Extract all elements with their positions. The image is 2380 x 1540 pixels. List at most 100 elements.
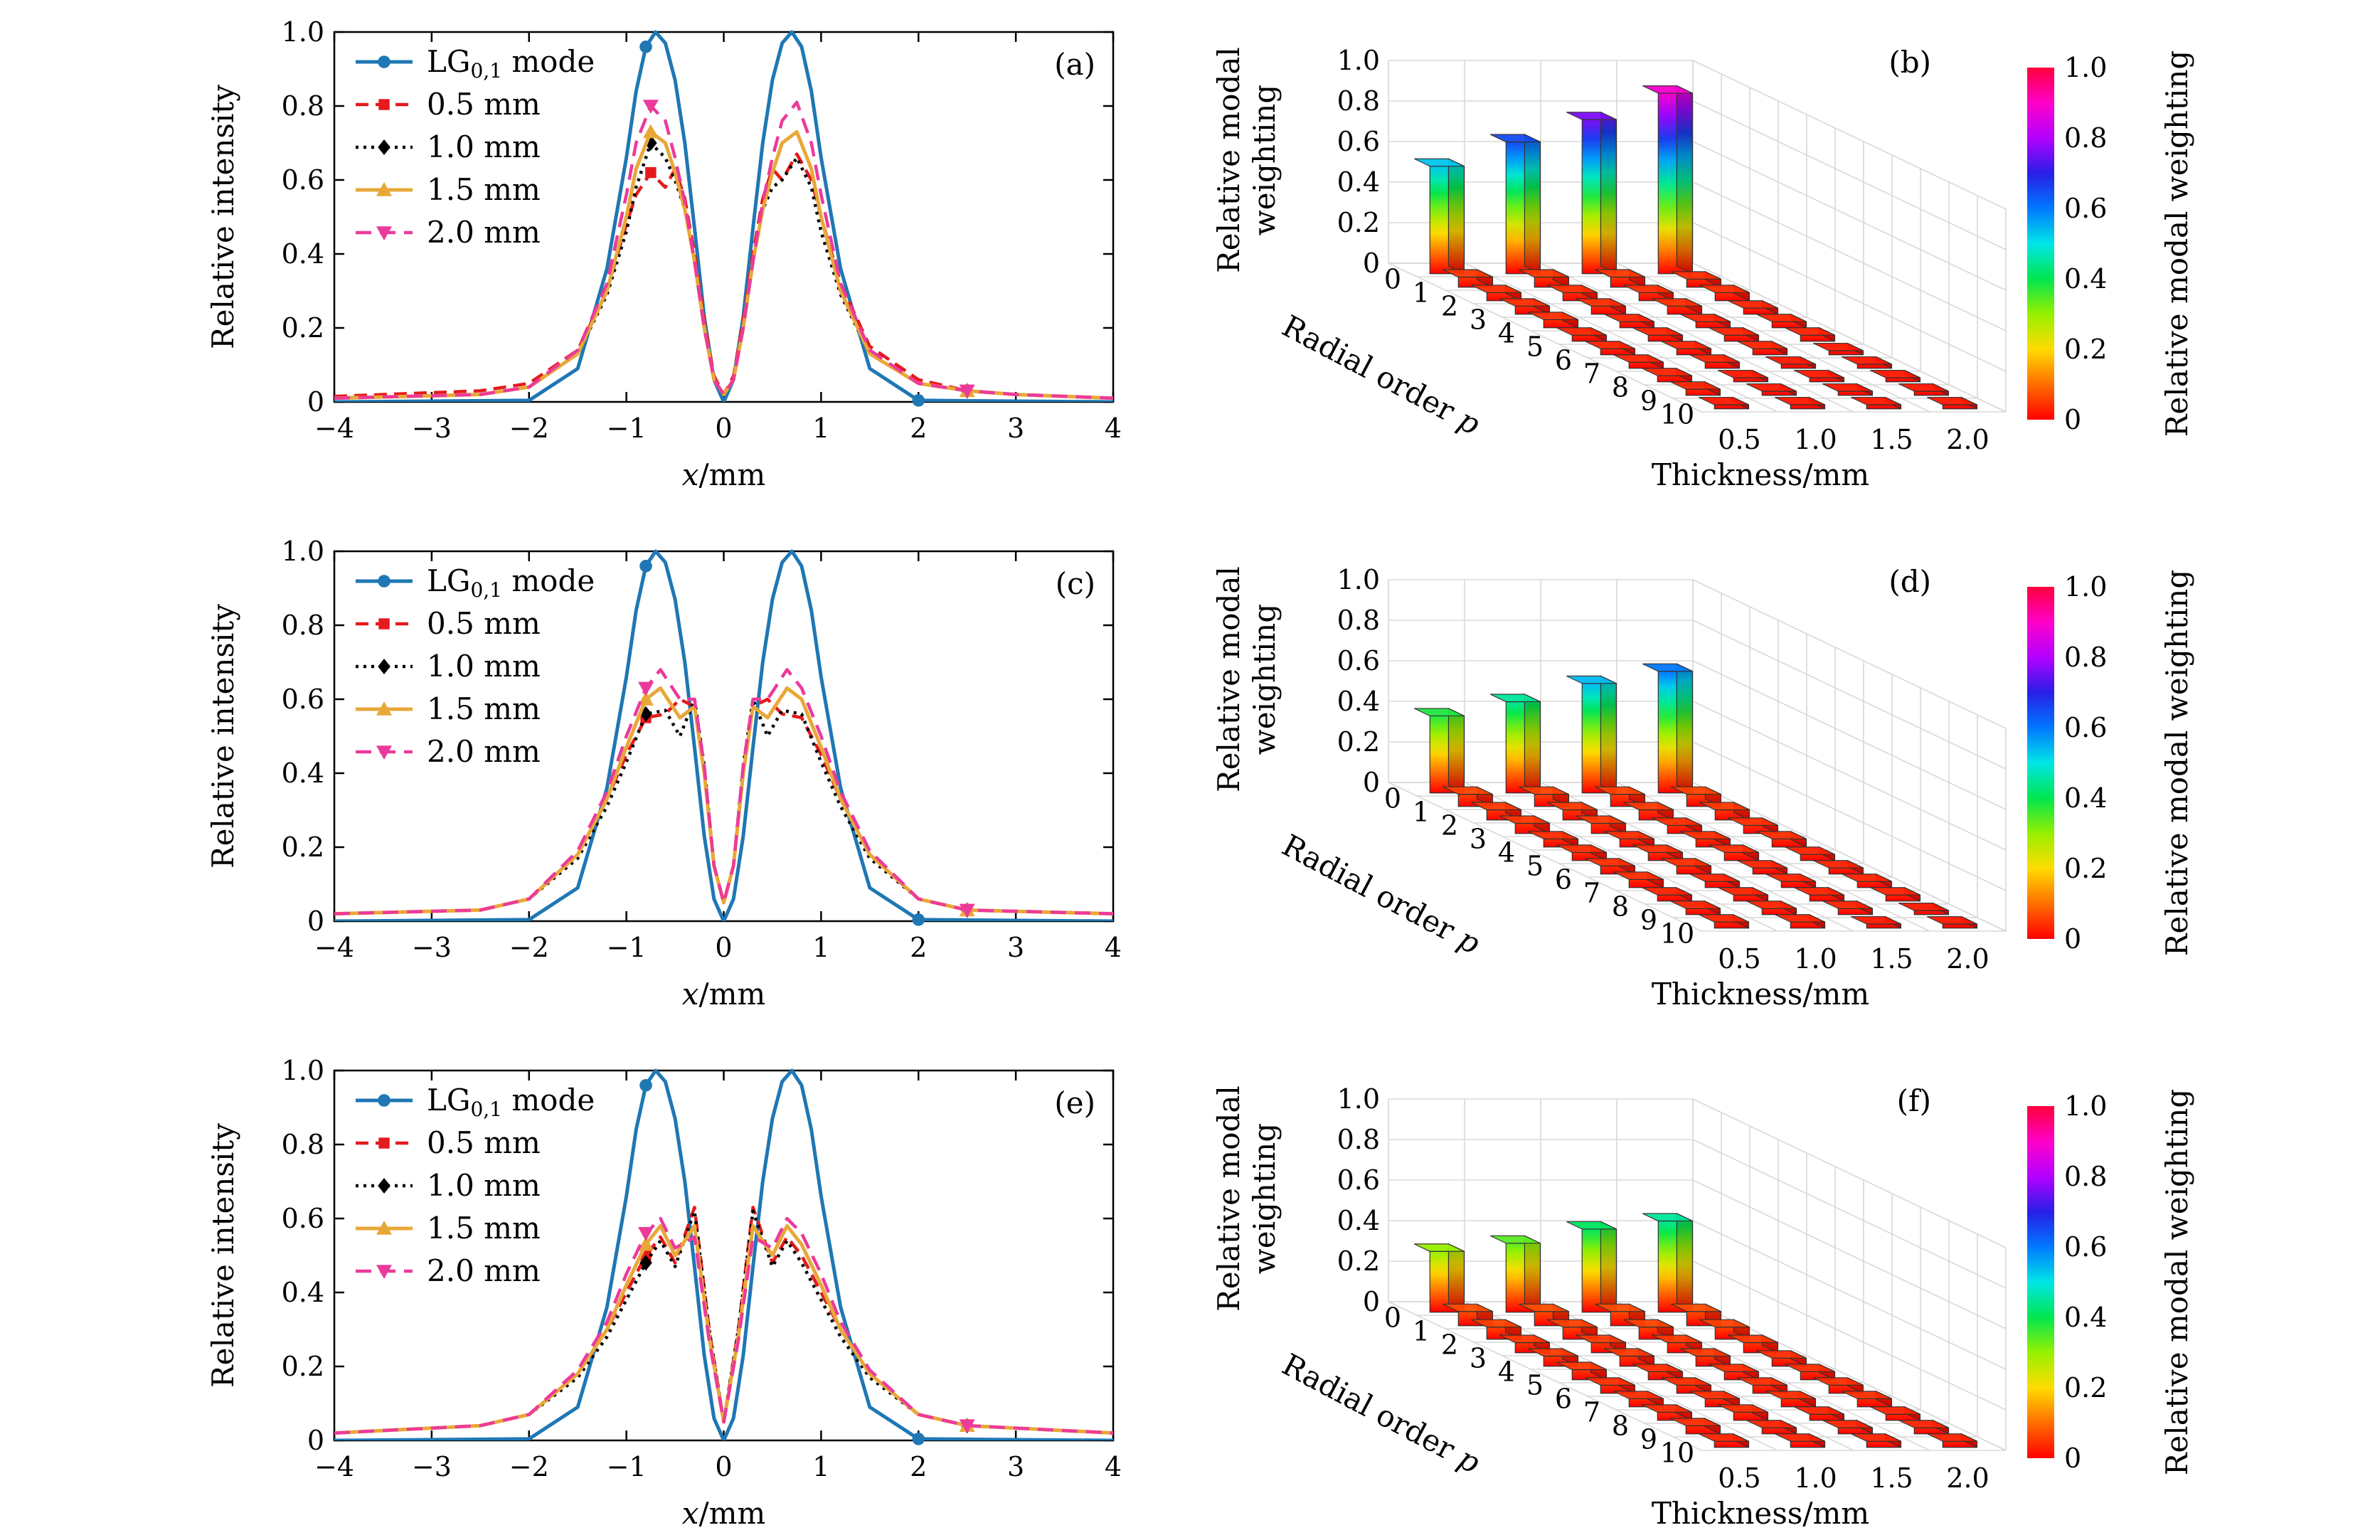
bar [1519,269,1570,288]
grid-line [1464,782,1778,932]
y-tick-label: 0 [307,386,324,418]
series-line [334,30,1113,402]
p-tick-label: 3 [1470,304,1487,336]
grid-line [1540,782,1854,932]
bar [1699,802,1751,821]
legend-label: 2.0 mm [427,1253,541,1288]
x-tick-label: 0 [715,1451,732,1482]
bar-face-side [1447,158,1465,275]
bar-face-top [1652,298,1702,307]
bar-face-top [1670,901,1721,909]
z-axis-label-2: weighting [1247,85,1282,235]
x-axis-label-var: x [682,977,699,1011]
bar-face-top [1756,831,1807,839]
bar-face-top [1671,786,1721,795]
bar [1842,356,1893,369]
bar [1927,915,1978,929]
bar-face-side [1600,111,1617,275]
bar-face-top [1642,368,1692,376]
bar [1813,859,1864,875]
x-tick-label: 0 [715,413,732,444]
series-group [334,697,1113,915]
bar [1927,1433,1978,1448]
legend-label: 0.5 mm [427,606,541,641]
z-tick-label: 0.8 [1337,85,1380,117]
radial-order-label: Radial order p [1277,1347,1486,1480]
bar-face-top [1775,1433,1825,1442]
bar-face-side [1676,663,1694,794]
bar-face-top [1775,396,1825,405]
y-tick-label: 0.4 [282,238,324,270]
bar [1699,913,1750,929]
bar [1765,873,1817,888]
y-tick-label: 0.8 [282,90,324,122]
series-group [334,1216,1113,1435]
bar-face-top [1566,675,1617,684]
series-group [334,549,1113,921]
colorbar [2027,68,2054,420]
series-marker [638,681,654,696]
bar [1765,356,1817,369]
bar-face-top [1689,873,1740,882]
bar [1623,802,1674,821]
p-tick-label: 6 [1555,864,1572,896]
bar-face-top [1699,914,1749,923]
legend-marker [378,99,390,110]
x-tick-label: 1 [812,932,829,963]
bar-face-top [1794,887,1844,896]
legend-marker [378,1178,391,1194]
grid-line [1692,141,2007,291]
grid-3d [1388,60,2007,413]
bar-face-top [1604,831,1654,839]
z-axis-label-2: weighting [1247,604,1282,755]
z-axis-label-1: Relative modal [1211,1085,1246,1312]
bar [1756,313,1807,329]
bar [1556,1361,1608,1381]
thickness-tick-label: 1.0 [1794,1462,1837,1494]
bar [1671,270,1722,288]
series-marker [959,1419,975,1434]
colorbar-tick-label: 1.0 [2064,571,2107,602]
bar-face-top [1585,341,1635,349]
x-tick-label: 1 [812,413,829,444]
bar-face-top [1499,1334,1550,1344]
bar [1785,1363,1836,1381]
p-tick-label: 10 [1660,1438,1694,1469]
bar [1728,1334,1779,1354]
series-line [334,1068,1113,1440]
x-tick-label: −3 [412,1451,452,1482]
bar-face-top [1490,694,1541,703]
thickness-tick-label: 2.0 [1946,943,1989,975]
bar-face-top [1471,802,1521,811]
colorbar-label: Relative modal weighting [2159,1089,2194,1475]
bar [1566,111,1617,275]
bar [1414,1243,1465,1313]
bar-face-side [1447,1243,1465,1313]
p-tick-label: 4 [1498,1356,1515,1388]
bar-face-top [1443,1303,1493,1312]
panel-label: (b) [1888,45,1931,80]
colorbar-tick-label: 0.6 [2064,1231,2107,1263]
bar-face-top [1927,1433,1977,1442]
series-line [334,697,1113,915]
z-tick-label: 0 [1363,1286,1380,1317]
bar [1632,326,1684,342]
bar-face-top [1443,269,1493,278]
grid-line [1692,60,2007,210]
thickness-tick-label: 0.5 [1718,943,1760,975]
z-axis-label-2: weighting [1247,1123,1282,1274]
y-axis-label: Relative intensity [206,85,240,349]
bar [1661,1376,1712,1394]
x-tick-label: 3 [1007,413,1024,444]
colorbar-tick-label: 0.8 [2064,642,2107,673]
bar-face-top [1718,887,1768,896]
bar-face-top [1699,802,1750,811]
bar [1765,1390,1817,1408]
bar-face-top [1604,314,1654,322]
legend-marker [378,1137,390,1149]
x-tick-label: −4 [314,413,354,444]
bar [1898,383,1950,396]
series-line [334,100,1113,400]
grid-line [1692,1220,2007,1370]
thickness-tick-label: 1.5 [1870,1462,1913,1494]
